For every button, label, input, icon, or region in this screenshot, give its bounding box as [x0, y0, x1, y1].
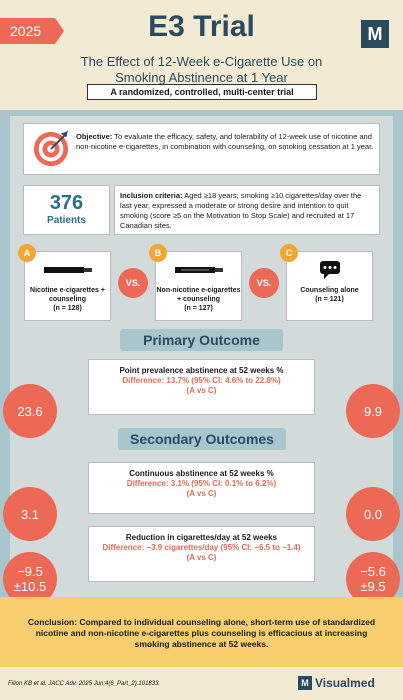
patients-card: 376 Patients: [23, 185, 110, 235]
citation: Filion KB et al. JACC Adv. 2025 Jun;4(6_…: [8, 681, 161, 687]
secondary-outcome-title: Continuous abstinence at 52 weeks %: [129, 469, 274, 478]
continuous-abstinence-arm-c-value: 0.0: [346, 487, 400, 541]
secondary-outcome-card-1: Continuous abstinence at 52 weeks % Diff…: [88, 462, 315, 514]
conclusion-label: Conclusion:: [27, 617, 78, 627]
arm-a-card: Nicotine e-cigarettes + counseling (n = …: [24, 251, 111, 321]
primary-outcome-comparison: (A vs C): [186, 386, 217, 395]
inclusion-text: Aged ≥18 years; smoking ≥10 cigarettes/d…: [120, 191, 362, 230]
trial-type-label: A randomized, controlled, multi-center t…: [87, 84, 317, 100]
visualmed-brand: M Visualmed: [298, 676, 375, 690]
conclusion-text-block: Conclusion: Compared to individual couns…: [18, 617, 385, 650]
primary-outcome-difference: Difference: 13.7% (95% CI: 4.6% to 22.8%…: [122, 376, 281, 385]
e-cigarette-icon: [25, 258, 110, 282]
visualmed-logo-icon: M: [298, 676, 312, 690]
speech-bubble-icon: [287, 258, 372, 282]
inclusion-label: Inclusion criteria:: [120, 191, 183, 200]
primary-outcome-heading: Primary Outcome: [120, 329, 283, 351]
page-title: E3 Trial: [148, 10, 255, 43]
conclusion-text: Compared to individual counseling alone,…: [35, 617, 376, 649]
reduction-arm-c-sd: ±9.5: [360, 579, 386, 594]
secondary-outcome-title: Reduction in cigarettes/day at 52 weeks: [125, 533, 278, 542]
target-icon: [33, 130, 69, 167]
vs-circle: VS.: [118, 268, 148, 298]
arm-a-label: Nicotine e-cigarettes + counseling: [30, 287, 105, 303]
footer: Filion KB et al. JACC Adv. 2025 Jun;4(6_…: [0, 667, 403, 700]
arm-a-n: (n = 128): [53, 305, 82, 312]
secondary-outcome-difference: Difference: −3.9 cigarettes/day (95% CI:…: [102, 543, 301, 552]
arm-a-badge: A: [18, 244, 36, 262]
arm-b-card: Non-nicotine e-cigarettes + counseling (…: [155, 251, 242, 321]
e-cigarette-icon: [156, 258, 241, 282]
secondary-outcomes-heading: Secondary Outcomes: [118, 428, 286, 450]
conclusion-band: Conclusion: Compared to individual couns…: [0, 597, 403, 667]
visualmed-logo: M: [361, 20, 389, 48]
primary-arm-c-value: 9.9: [346, 384, 400, 438]
main-panel: Objective: To evaluate the efficacy, saf…: [10, 116, 393, 608]
reduction-arm-a-sd: ±10.5: [13, 579, 47, 594]
patient-count: 376: [49, 192, 84, 214]
primary-outcome-card: Point prevalence abstinence at 52 weeks …: [88, 359, 315, 415]
arm-c-label: Counseling alone: [300, 287, 359, 294]
secondary-outcome-comparison: (A vs C): [186, 489, 217, 498]
continuous-abstinence-arm-a-value: 3.1: [3, 487, 57, 541]
page-subtitle: The Effect of 12-Week e-Cigarette Use on…: [80, 54, 323, 85]
objective-text-block: Objective: To evaluate the efficacy, saf…: [76, 132, 376, 152]
reduction-arm-c-mean: −5.6: [360, 564, 386, 579]
arm-b-badge: B: [149, 244, 167, 262]
objective-card: Objective: To evaluate the efficacy, saf…: [23, 123, 380, 175]
reduction-arm-a-mean: −9.5: [17, 564, 43, 579]
secondary-outcome-comparison: (A vs C): [186, 553, 217, 562]
arm-c-n: (n = 121): [315, 296, 344, 303]
arm-c-card: Counseling alone (n = 121): [286, 251, 373, 321]
inclusion-card: Inclusion criteria: Aged ≥18 years; smok…: [114, 185, 380, 235]
arm-c-badge: C: [280, 244, 298, 262]
primary-arm-a-value: 23.6: [3, 384, 57, 438]
primary-outcome-title: Point prevalence abstinence at 52 weeks …: [119, 366, 284, 375]
objective-label: Objective:: [76, 132, 113, 141]
year-tag: 2025: [0, 18, 64, 44]
vs-circle: VS.: [249, 268, 279, 298]
objective-text: To evaluate the efficacy, safety, and to…: [76, 132, 374, 151]
arm-b-n: (n = 127): [184, 305, 213, 312]
header-band: 2025 E3 Trial M The Effect of 12-Week e-…: [0, 0, 403, 110]
patient-label: Patients: [47, 215, 86, 226]
arm-b-label: Non-nicotine e-cigarettes + counseling: [156, 287, 241, 303]
secondary-outcome-difference: Difference: 3.1% (95% CI: 0.1% to 6.2%): [126, 479, 277, 488]
visualmed-brand-name: Visualmed: [315, 676, 375, 690]
secondary-outcome-card-2: Reduction in cigarettes/day at 52 weeks …: [88, 526, 315, 582]
